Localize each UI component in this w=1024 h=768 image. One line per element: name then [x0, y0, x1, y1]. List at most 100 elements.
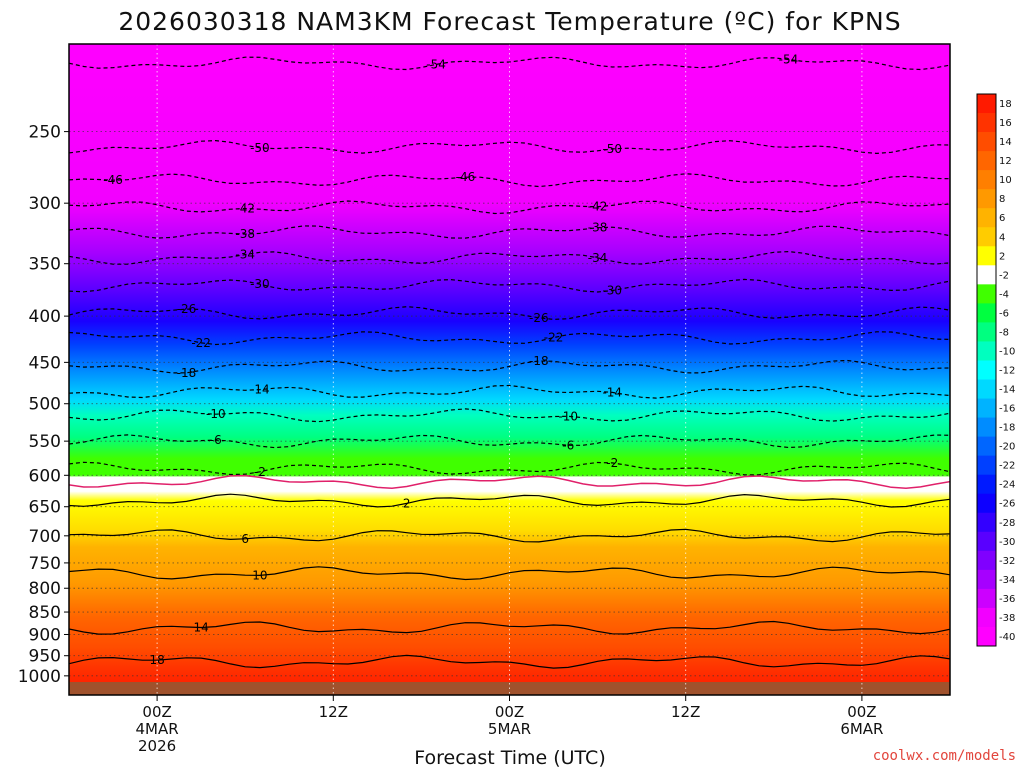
isotherm-dashed: [69, 331, 950, 346]
isotherm-solid: [69, 566, 950, 581]
contour-label: -14: [250, 383, 270, 397]
colorbar-tick-label: 18: [999, 99, 1012, 110]
colorbar-swatch: [977, 208, 996, 228]
colorbar-tick-label: -40: [999, 632, 1015, 643]
colorbar-tick-label: -34: [999, 575, 1015, 586]
contour-label: -26: [177, 302, 197, 316]
isotherm-dashed: [69, 306, 950, 321]
contour-label: 10: [252, 568, 267, 582]
contour-label: -2: [606, 456, 618, 470]
colorbar-swatch: [977, 569, 996, 590]
y-tick-label: 250: [29, 123, 61, 143]
colorbar-tick-label: 10: [999, 175, 1012, 186]
colorbar-swatch: [977, 227, 996, 247]
x-tick-label: 6MAR: [840, 720, 883, 738]
contour-label: -42: [588, 200, 608, 214]
colorbar-swatch: [977, 607, 996, 628]
contour-label: -46: [456, 170, 476, 184]
colorbar-swatch: [977, 455, 996, 476]
contour-label: -14: [602, 385, 622, 399]
colorbar-swatch: [977, 474, 996, 495]
colorbar-swatch: [977, 417, 996, 438]
x-axis-label: Forecast Time (UTC): [414, 747, 605, 768]
colorbar-tick-label: -6: [999, 308, 1009, 319]
colorbar-frame: [976, 93, 997, 647]
colorbar-tick-label: -4: [999, 289, 1009, 300]
contour-label: -50: [250, 141, 270, 155]
y-tick-label: 950: [29, 647, 61, 667]
isotherm-dashed: [69, 225, 950, 239]
colorbar-swatch: [977, 132, 996, 152]
colorbar-swatch: [977, 493, 996, 514]
colorbar-tick-label: -28: [999, 518, 1015, 529]
colorbar-tick-label: 14: [999, 137, 1012, 148]
colorbar-tick-label: -14: [999, 385, 1015, 396]
y-tick-label: 850: [29, 603, 61, 623]
colorbar-swatch: [977, 94, 996, 114]
colorbar-swatch: [977, 246, 996, 266]
isotherm-dashed: [69, 200, 950, 215]
y-tick-label: 550: [29, 432, 61, 452]
credit-link[interactable]: coolwx.com/models: [873, 748, 1016, 764]
colorbar-swatch: [977, 151, 996, 171]
colorbar-swatch: [977, 113, 996, 133]
x-tick-label: 00Z: [142, 703, 171, 721]
isotherm-dashed: [69, 408, 950, 423]
contour-label: -34: [235, 248, 255, 262]
y-tick-label: 500: [29, 395, 61, 415]
colorbar-swatch: [977, 170, 996, 190]
contour-label: -6: [562, 438, 574, 452]
colorbar-swatch: [977, 550, 996, 571]
colorbar-tick-label: -12: [999, 366, 1015, 377]
contour-label: -18: [529, 354, 549, 368]
isotherm-dashed: [69, 461, 950, 476]
contour-label: -50: [602, 142, 622, 156]
colorbar-tick-label: -38: [999, 613, 1015, 624]
colorbar-swatch: [977, 379, 996, 399]
colorbar-swatch: [977, 265, 996, 285]
y-tick-label: 700: [29, 527, 61, 547]
y-tick-label: 650: [29, 498, 61, 518]
y-tick-label: 800: [29, 579, 61, 599]
colorbar-swatch: [977, 341, 996, 361]
contour-label: -34: [588, 251, 608, 265]
freezing-line: [69, 474, 950, 490]
colorbar-tick-label: -22: [999, 461, 1015, 472]
chart-title: 2026030318 NAM3KM Forecast Temperature (…: [118, 7, 901, 36]
contour-label: -10: [558, 409, 578, 423]
contour-label: -18: [177, 366, 197, 380]
isotherm-solid: [69, 493, 950, 508]
colorbar-tick-label: -26: [999, 499, 1015, 510]
y-tick-label: 400: [29, 307, 61, 327]
isotherm-solid: [69, 620, 950, 635]
colorbar-tick-label: -36: [999, 594, 1015, 605]
x-tick-label: 00Z: [495, 703, 524, 721]
colorbar-tick-label: -8: [999, 327, 1009, 338]
isotherm-dashed: [69, 56, 950, 71]
y-tick-label: 900: [29, 625, 61, 645]
contour-label: -38: [588, 221, 608, 235]
isotherm-dashed: [69, 250, 950, 265]
isotherm-dashed: [69, 173, 950, 188]
y-tick-label: 600: [29, 466, 61, 486]
contour-label: -46: [103, 173, 123, 187]
colorbar-tick-label: -18: [999, 423, 1015, 434]
isotherm-contours: -54 -54 -50 -50 -46 -46 -42 -42 -38 -38 -34 -34 -30 -…: [69, 52, 950, 669]
colorbar-swatch: [977, 512, 996, 533]
plot-frame: [68, 43, 951, 696]
contour-label: -22: [191, 336, 211, 350]
contour-label: -42: [235, 201, 255, 215]
colorbar-tick-label: -10: [999, 346, 1015, 357]
colorbar-swatch: [977, 303, 996, 323]
x-tick-label: 12Z: [319, 703, 348, 721]
contour-label: -30: [250, 277, 270, 291]
isotherm-dashed: [69, 434, 950, 449]
x-tick-label: 00Z: [847, 703, 876, 721]
colorbar-swatch: [977, 436, 996, 457]
colorbar-legend: 18 16 14 12 10 8 6 4 2 -2 -4 -6 -8 -10 -12 -14 -16 -18 -20…: [976, 93, 1015, 647]
contour-label: -54: [779, 52, 799, 66]
colorbar-swatch: [977, 322, 996, 342]
x-tick-label: 2026: [138, 737, 176, 755]
colorbar-tick-label: 16: [999, 118, 1012, 129]
